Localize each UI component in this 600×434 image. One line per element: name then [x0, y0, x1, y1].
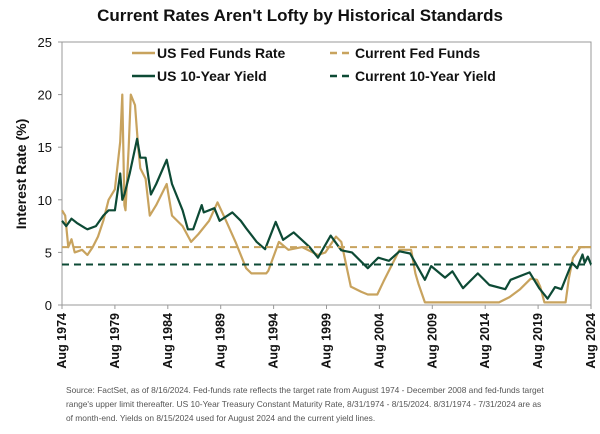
series-line-us-10-year-yield [61, 137, 593, 300]
y-tick-label: 5 [45, 245, 52, 260]
y-tick-label: 25 [38, 35, 52, 50]
x-tick-label: Aug 2009 [425, 313, 439, 369]
x-tick-label: Aug 2024 [584, 313, 598, 369]
chart-title: Current Rates Aren't Lofty by Historical… [97, 6, 503, 25]
footnote-line: Source: FactSet, as of 8/16/2024. Fed-fu… [66, 385, 544, 395]
footnote-line: of month-end. Yields on 8/15/2024 used f… [66, 413, 376, 423]
legend-label: US 10-Year Yield [157, 68, 267, 84]
x-tick-label: Aug 2019 [531, 313, 545, 369]
y-tick-label: 15 [38, 140, 52, 155]
x-tick-label: Aug 2014 [478, 313, 492, 369]
x-tick-label: Aug 1984 [161, 313, 175, 369]
x-tick-label: Aug 1994 [267, 313, 281, 369]
footnote: Source: FactSet, as of 8/16/2024. Fed-fu… [66, 383, 586, 425]
x-tick-label: Aug 1999 [320, 313, 334, 369]
legend-label: Current 10-Year Yield [355, 68, 496, 84]
x-tick-label: Aug 2004 [372, 313, 386, 369]
y-tick-label: 0 [45, 298, 52, 313]
legend-label: US Fed Funds Rate [157, 45, 286, 61]
footnote-line: range's upper limit thereafter. US 10-Ye… [66, 399, 542, 409]
x-tick-label: Aug 1989 [214, 313, 228, 369]
x-tick-label: Aug 1979 [108, 313, 122, 369]
plot-frame [61, 41, 592, 306]
y-axis-label: Interest Rate (%) [13, 119, 29, 229]
y-tick-label: 10 [38, 193, 52, 208]
legend-label: Current Fed Funds [355, 45, 480, 61]
x-tick-label: Aug 1974 [55, 313, 69, 369]
y-tick-label: 20 [38, 88, 52, 103]
series-line-us-fed-funds-rate [61, 93, 591, 304]
